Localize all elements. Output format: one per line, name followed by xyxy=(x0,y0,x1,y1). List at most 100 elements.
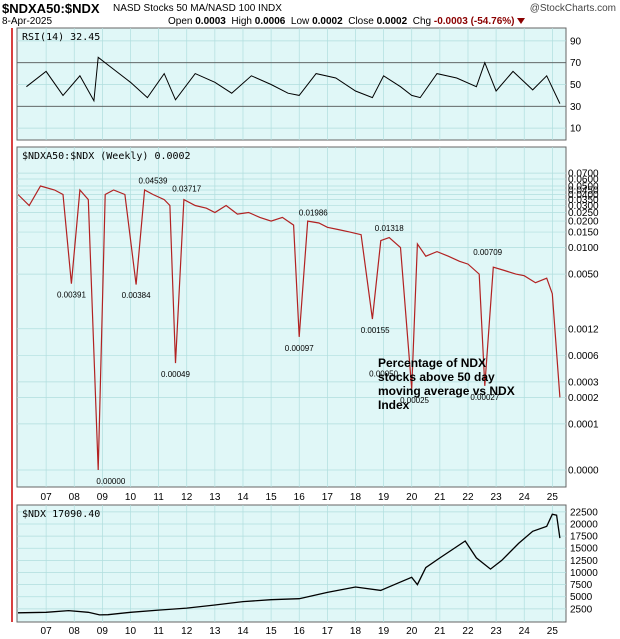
x-tick-label: 08 xyxy=(69,492,81,503)
ndx-title: $NDX 17090.40 xyxy=(22,509,100,520)
x-tick-label: 17 xyxy=(322,626,334,637)
ndx-series xyxy=(17,513,561,616)
x-tick-label: 21 xyxy=(434,492,446,503)
price-tick-label: 0.0000 xyxy=(568,466,599,477)
close-value: 0.0002 xyxy=(376,16,408,27)
price-tick-label: 0.0006 xyxy=(568,351,599,362)
annotation-line: Percentage of NDX xyxy=(378,356,486,370)
x-tick-label: 10 xyxy=(125,492,137,503)
point-label: 0.00384 xyxy=(122,291,151,300)
x-tick-label: 20 xyxy=(406,626,418,637)
annotation-line: moving average vs NDX xyxy=(378,384,515,398)
x-tick-label: 25 xyxy=(547,626,559,637)
x-tick-label: 17 xyxy=(322,492,334,503)
x-tick-label: 18 xyxy=(350,492,362,503)
x-tick-label: 18 xyxy=(350,626,362,637)
x-tick-label: 22 xyxy=(462,492,474,503)
axis-ticks: 07 07 08 08 09 09 10 10 11 11 12 12 13 13 14 14 15 15 16 16… xyxy=(41,36,599,637)
x-tick-label: 20 xyxy=(406,492,418,503)
ndx-tick-label: 12500 xyxy=(570,556,598,567)
ndx-tick-label: 17500 xyxy=(570,532,598,543)
ndx-tick-label: 5000 xyxy=(570,592,593,603)
x-tick-label: 22 xyxy=(462,626,474,637)
price-tick-label: 0.0002 xyxy=(568,393,599,404)
annotation-line: stocks above 50 day xyxy=(378,370,495,384)
high-label: High xyxy=(231,16,252,27)
down-triangle-icon xyxy=(517,18,526,25)
x-tick-label: 25 xyxy=(547,492,559,503)
rsi-tick-label: 10 xyxy=(570,124,582,135)
price-line xyxy=(17,185,561,471)
open-value: 0.0003 xyxy=(195,16,226,27)
point-label: 0.00050 xyxy=(369,369,398,378)
x-tick-label: 23 xyxy=(491,492,503,503)
price-tick-label: 0.0100 xyxy=(568,243,599,254)
point-label: 0.00155 xyxy=(361,326,390,335)
x-tick-label: 21 xyxy=(434,626,446,637)
rsi-line xyxy=(26,56,561,104)
low-value: 0.0002 xyxy=(312,16,343,27)
x-tick-label: 07 xyxy=(41,626,53,637)
chart-date: 8-Apr-2025 xyxy=(2,16,53,27)
x-tick-label: 16 xyxy=(294,492,306,503)
price-tick-label: 0.0050 xyxy=(568,270,599,281)
point-label: 0.00027 xyxy=(470,393,499,402)
chg-value: -0.0003 (-54.76%) xyxy=(433,16,515,27)
price-title: $NDXA50:$NDX (Weekly) 0.0002 xyxy=(22,151,191,162)
chart-header: $NDXA50:$NDX NASD Stocks 50 MA/NASD 100 … xyxy=(0,0,620,28)
point-label: 0.00000 xyxy=(96,477,125,486)
x-tick-label: 12 xyxy=(181,626,193,637)
x-tick-label: 14 xyxy=(237,492,249,503)
x-tick-label: 16 xyxy=(294,626,306,637)
brand-watermark: @StockCharts.com xyxy=(529,3,616,14)
x-tick-label: 24 xyxy=(519,626,531,637)
x-tick-label: 07 xyxy=(41,492,53,503)
ndx-line xyxy=(17,513,561,616)
price-panel xyxy=(16,146,567,488)
price-tick-label: 0.0600 xyxy=(568,175,599,186)
x-tick-label: 11 xyxy=(153,492,164,503)
ndx-panel xyxy=(16,504,567,623)
open-label: Open xyxy=(168,16,193,27)
point-label: 0.00097 xyxy=(285,344,314,353)
close-label: Close xyxy=(348,16,374,27)
chg-label: Chg xyxy=(412,16,432,27)
rsi-tick-label: 90 xyxy=(570,36,582,47)
price-tick-label: 0.0012 xyxy=(568,324,599,335)
ndx-tick-label: 10000 xyxy=(570,568,598,579)
price-tick-label: 0.0200 xyxy=(568,217,599,228)
ndx-tick-label: 7500 xyxy=(570,580,593,591)
x-tick-label: 12 xyxy=(181,492,193,503)
point-label: 0.01318 xyxy=(375,224,404,233)
point-label: 0.00709 xyxy=(473,248,502,257)
rsi-title: RSI(14) 32.45 xyxy=(22,32,100,43)
x-tick-label: 11 xyxy=(153,626,164,637)
price-tick-label: 0.0150 xyxy=(568,228,599,239)
rsi-tick-label: 50 xyxy=(570,80,582,91)
rsi-series xyxy=(26,56,561,104)
x-tick-label: 10 xyxy=(125,626,137,637)
x-tick-label: 15 xyxy=(266,492,278,503)
point-label: 0.03717 xyxy=(172,184,201,193)
price-tick-label: 0.0300 xyxy=(568,201,599,212)
price-tick-label: 0.0250 xyxy=(568,208,599,219)
point-label: 0.00049 xyxy=(161,370,190,379)
rsi-panel xyxy=(16,27,567,141)
price-tick-label: 0.0500 xyxy=(568,181,599,192)
x-tick-label: 15 xyxy=(266,626,278,637)
x-tick-label: 09 xyxy=(97,492,109,503)
point-labels: 0.00391 0.00000 0.00384 0.04539 0.00049 0.037… xyxy=(57,177,503,486)
point-label: 0.01986 xyxy=(299,208,328,217)
ndx-tick-label: 15000 xyxy=(570,544,598,555)
ndx-tick-label: 22500 xyxy=(570,507,598,518)
price-tick-label: 0.0700 xyxy=(568,169,599,180)
x-tick-label: 13 xyxy=(209,626,221,637)
annotation-line: Index xyxy=(378,398,410,412)
price-tick-label: 0.0400 xyxy=(568,190,599,201)
price-tick-label: 0.0450 xyxy=(568,186,599,197)
rsi-tick-label: 30 xyxy=(570,102,582,113)
ndx-tick-label: 20000 xyxy=(570,519,598,530)
price-tick-label: 0.0350 xyxy=(568,195,599,206)
x-tick-label: 13 xyxy=(209,492,221,503)
